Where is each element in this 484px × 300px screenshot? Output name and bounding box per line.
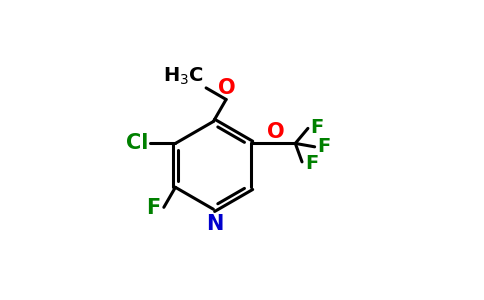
Text: F: F	[305, 154, 318, 172]
Text: F: F	[311, 118, 324, 137]
Text: O: O	[218, 78, 236, 98]
Text: O: O	[267, 122, 285, 142]
Text: H$_3$C: H$_3$C	[163, 65, 204, 87]
Text: F: F	[318, 137, 331, 156]
Text: N: N	[206, 214, 223, 234]
Text: F: F	[146, 199, 160, 218]
Text: Cl: Cl	[126, 134, 148, 153]
